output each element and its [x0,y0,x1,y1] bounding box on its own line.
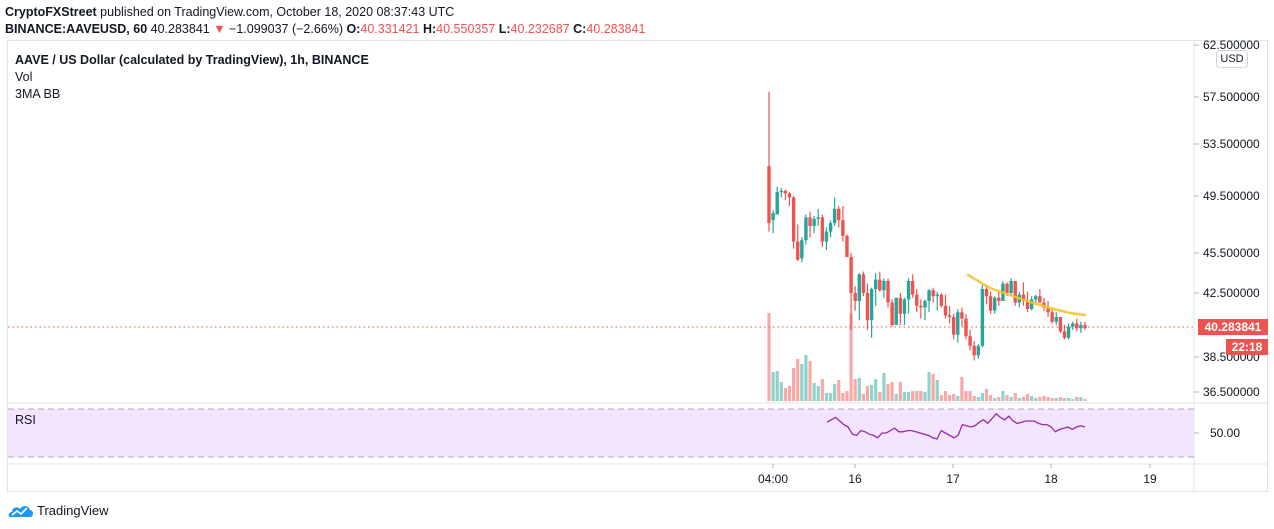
candlesticks [767,91,1087,361]
rsi-band [8,409,1194,457]
low-value: 40.232687 [510,22,570,36]
ma-bb-indicator-label[interactable]: 3MA BB [15,87,61,101]
low-label: L: [495,22,511,36]
price-tick-label: 62.500000 [1203,38,1260,52]
price-tick-label: 42.500000 [1203,286,1260,300]
down-arrow-icon: ▼ [213,22,226,36]
tradingview-cloud-icon [8,506,34,517]
price-tick-label: 45.500000 [1203,246,1260,260]
high-value: 40.550357 [436,22,496,36]
open-value: 40.331421 [360,22,420,36]
brand-name: TradingView [37,502,109,518]
published-text: published on TradingView.com, October 18… [96,5,455,19]
publisher-name[interactable]: CryptoFXStreet [5,5,97,19]
rsi-tick-label: 50.00 [1210,426,1240,440]
bar-countdown-tag: 22:18 [1226,339,1268,355]
time-tick-label: 16 [848,472,862,486]
volume-bars [767,313,1087,401]
price-tick-label: 49.500000 [1203,189,1260,203]
volume-indicator-label[interactable]: Vol [15,70,33,84]
chart-legend-title[interactable]: AAVE / US Dollar (calculated by TradingV… [15,53,369,67]
time-tick-label: 18 [1044,472,1058,486]
rsi-line [826,412,1086,440]
currency-button[interactable]: USD [1216,50,1248,68]
price-tick-label: 57.500000 [1203,90,1260,104]
current-price-tag: 40.283841 [1198,319,1268,335]
chart-frame [7,40,1268,492]
close-label: C: [569,22,587,36]
close-value: 40.283841 [586,22,646,36]
open-label: O: [346,22,361,36]
time-tick-label: 17 [946,472,960,486]
time-tick-label: 04:00 [758,472,788,486]
symbol-label: BINANCE:AAVEUSD, 60 [5,22,148,36]
price-change: −1.099037 (−2.66%) [225,22,347,36]
published-info: CryptoFXStreet published on TradingView.… [5,4,454,20]
tradingview-logo[interactable]: TradingView [8,502,109,518]
time-tick-label: 19 [1143,472,1157,486]
price-tick-label: 53.500000 [1203,137,1260,151]
high-label: H: [419,22,437,36]
rsi-indicator-label[interactable]: RSI [15,413,36,427]
ma-bb-line [966,273,1087,317]
last-price: 40.283841 [147,22,214,36]
symbol-ohlc-line: BINANCE:AAVEUSD, 60 40.283841 ▼ −1.09903… [5,21,645,37]
price-tick-label: 36.500000 [1203,385,1260,399]
